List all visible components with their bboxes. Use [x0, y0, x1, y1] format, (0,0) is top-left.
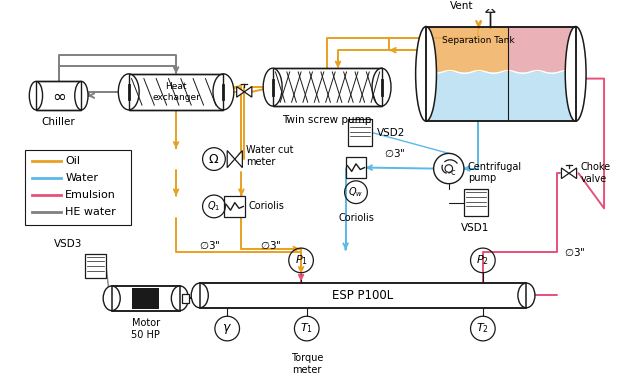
Polygon shape — [486, 3, 495, 8]
Text: Motor
50 HP: Motor 50 HP — [131, 318, 160, 340]
Ellipse shape — [415, 27, 436, 121]
FancyBboxPatch shape — [464, 190, 488, 216]
Text: VSD3: VSD3 — [54, 239, 83, 249]
Text: Vent: Vent — [450, 1, 474, 11]
FancyBboxPatch shape — [427, 72, 575, 120]
Ellipse shape — [118, 74, 139, 110]
Text: c: c — [451, 168, 455, 177]
Ellipse shape — [213, 74, 234, 110]
Text: Coriolis: Coriolis — [338, 213, 374, 223]
Text: $\varnothing$3": $\varnothing$3" — [564, 246, 586, 258]
Polygon shape — [561, 168, 569, 179]
Text: $\Omega$: $\Omega$ — [209, 153, 220, 166]
FancyBboxPatch shape — [225, 196, 245, 217]
Polygon shape — [237, 86, 244, 97]
Text: Centrifugal
pump: Centrifugal pump — [468, 161, 522, 183]
Text: $\gamma$: $\gamma$ — [222, 321, 232, 335]
Ellipse shape — [518, 283, 535, 308]
Ellipse shape — [263, 68, 282, 106]
Text: Coriolis: Coriolis — [248, 201, 284, 211]
Text: HE water: HE water — [65, 207, 116, 217]
FancyBboxPatch shape — [508, 27, 575, 72]
Text: Choke
valve: Choke valve — [580, 163, 611, 184]
Ellipse shape — [75, 81, 88, 110]
FancyBboxPatch shape — [427, 27, 575, 72]
Text: $T_1$: $T_1$ — [300, 322, 313, 335]
Circle shape — [445, 165, 452, 172]
Text: $\infty$: $\infty$ — [52, 87, 66, 105]
Ellipse shape — [172, 286, 188, 310]
FancyBboxPatch shape — [182, 293, 189, 303]
Text: $P_2$: $P_2$ — [476, 254, 490, 267]
Ellipse shape — [565, 27, 586, 121]
FancyBboxPatch shape — [348, 119, 372, 146]
Text: Water: Water — [65, 173, 99, 183]
FancyBboxPatch shape — [129, 74, 223, 110]
FancyBboxPatch shape — [200, 283, 527, 308]
Ellipse shape — [103, 286, 120, 310]
FancyBboxPatch shape — [36, 81, 81, 110]
Text: Water cut
meter: Water cut meter — [246, 146, 294, 167]
Text: Separation Tank: Separation Tank — [442, 36, 515, 45]
Ellipse shape — [372, 68, 391, 106]
Text: $Q_1$: $Q_1$ — [207, 199, 221, 213]
Text: $Q_w$: $Q_w$ — [348, 185, 364, 199]
Text: $T_2$: $T_2$ — [476, 322, 490, 335]
Text: Twin screw pump: Twin screw pump — [282, 114, 372, 125]
FancyBboxPatch shape — [24, 150, 131, 226]
Text: VSD2: VSD2 — [377, 128, 405, 138]
Text: Heat
exchanger: Heat exchanger — [152, 82, 200, 102]
Text: Chiller: Chiller — [42, 117, 76, 127]
Polygon shape — [227, 150, 235, 168]
Text: Torque
meter: Torque meter — [291, 353, 323, 375]
Ellipse shape — [29, 81, 43, 110]
Polygon shape — [244, 86, 252, 97]
Polygon shape — [486, 8, 495, 12]
Text: $P_1$: $P_1$ — [294, 254, 308, 267]
FancyBboxPatch shape — [112, 286, 180, 310]
Polygon shape — [569, 168, 577, 179]
FancyBboxPatch shape — [132, 288, 159, 309]
Text: Oil: Oil — [65, 156, 80, 166]
Text: $\varnothing$3": $\varnothing$3" — [199, 239, 220, 251]
Text: VSD1: VSD1 — [461, 222, 490, 232]
Text: $\varnothing$3": $\varnothing$3" — [260, 239, 282, 251]
FancyBboxPatch shape — [346, 157, 366, 178]
Text: $\varnothing$3": $\varnothing$3" — [384, 147, 406, 159]
Text: Emulsion: Emulsion — [65, 190, 116, 200]
FancyBboxPatch shape — [273, 68, 381, 106]
Text: ESP P100L: ESP P100L — [332, 289, 394, 302]
FancyBboxPatch shape — [85, 254, 106, 279]
Ellipse shape — [191, 283, 208, 308]
Circle shape — [434, 153, 464, 184]
Polygon shape — [235, 150, 243, 168]
